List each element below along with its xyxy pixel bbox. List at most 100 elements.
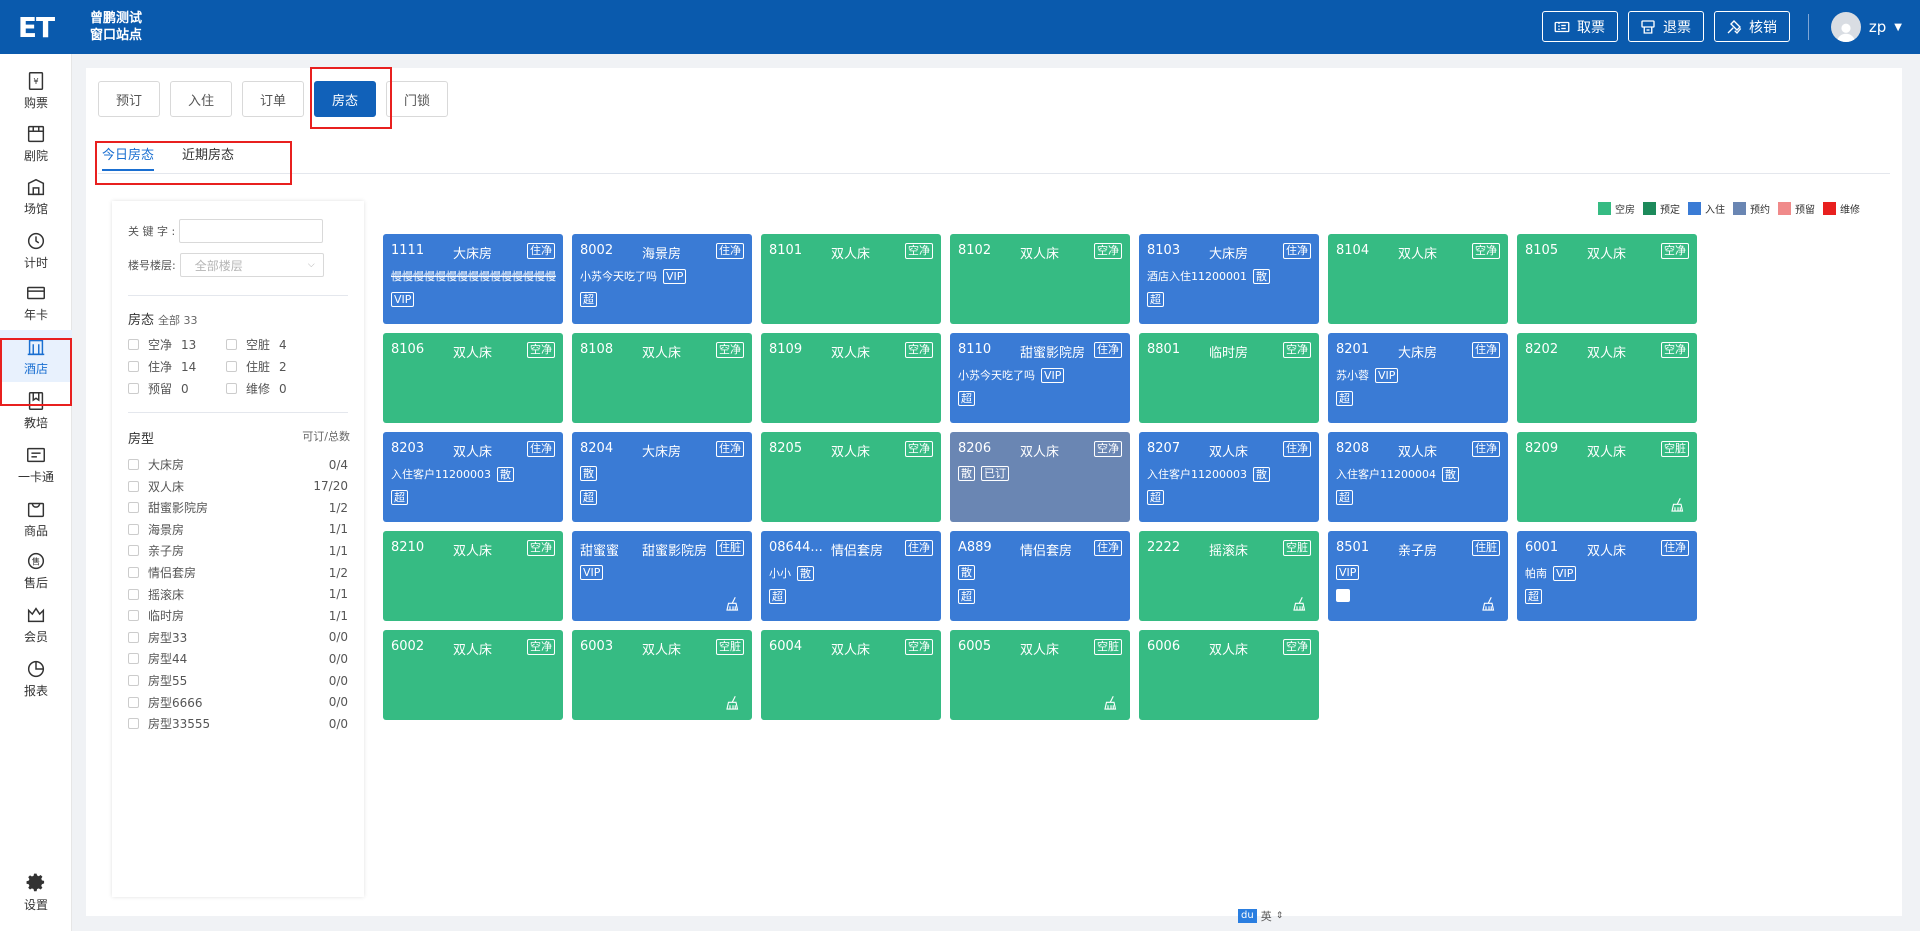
room-card[interactable]: 6001 双人床 住净 帕南 VIP 超 <box>1517 531 1697 621</box>
checkbox[interactable] <box>128 653 139 665</box>
checkbox[interactable] <box>128 675 139 686</box>
room-card[interactable]: 8204 大床房 住净散超 <box>572 432 752 522</box>
checkbox[interactable] <box>128 480 139 492</box>
verify-button[interactable]: 核销 <box>1714 11 1790 42</box>
status-reserved[interactable]: 预留 0 <box>128 380 189 397</box>
roomtype-item[interactable]: 亲子房 1/1 <box>128 542 348 559</box>
checkbox[interactable] <box>128 502 139 514</box>
keyword-input[interactable] <box>179 219 324 243</box>
room-card[interactable]: 8202 双人床 空净 <box>1517 333 1697 423</box>
checkbox[interactable] <box>128 588 139 600</box>
room-card[interactable]: 8206 双人床 空净散已订 <box>950 432 1130 522</box>
checkbox[interactable] <box>128 696 139 708</box>
sidebar-item-hotel[interactable]: 酒店 <box>0 330 72 382</box>
room-card[interactable]: 8104 双人床 空净 <box>1328 234 1508 324</box>
refund-button[interactable]: 退票 <box>1628 11 1704 42</box>
status-occupied-dirty[interactable]: 住脏 2 <box>226 358 287 375</box>
tab-orders[interactable]: 订单 <box>242 81 304 117</box>
checkbox[interactable] <box>226 339 237 350</box>
checkbox[interactable] <box>226 383 237 394</box>
room-card[interactable]: 8801 临时房 空净 <box>1139 333 1319 423</box>
checkbox[interactable] <box>128 567 139 578</box>
room-card[interactable]: 1111 大床房 住净 慢慢慢慢慢慢慢慢慢慢慢慢慢慢慢 VIP <box>383 234 563 324</box>
sidebar-item-venue[interactable]: 场馆 <box>0 170 72 222</box>
room-card[interactable]: 08644... 情侣套房 住净 小小散超 <box>761 531 941 621</box>
roomtype-item[interactable]: 房型33 0/0 <box>128 629 348 646</box>
room-card[interactable]: A889 情侣套房 住净散超 <box>950 531 1130 621</box>
user-menu[interactable]: zp ▼ <box>1830 12 1902 42</box>
roomtype-item[interactable]: 房型55 0/0 <box>128 672 348 689</box>
checkbox[interactable] <box>128 545 139 557</box>
room-card[interactable]: 8105 双人床 空净 <box>1517 234 1697 324</box>
roomtype-item[interactable]: 房型6666 0/0 <box>128 694 348 711</box>
app-logo[interactable]: ET <box>17 10 55 44</box>
tab-checkin[interactable]: 入住 <box>170 81 232 117</box>
subtab-upcoming[interactable]: 近期房态 <box>182 148 235 163</box>
ime-indicator[interactable]: du 英 ⇕ <box>1238 908 1283 924</box>
room-card[interactable]: 8109 双人床 空净 <box>761 333 941 423</box>
room-card[interactable]: 8207 双人床 住净 入住客户11200003 散超 <box>1139 432 1319 522</box>
checkbox[interactable] <box>128 631 139 643</box>
roomtype-item[interactable]: 甜蜜影院房 1/2 <box>128 499 348 516</box>
roomtype-item[interactable]: 海景房 1/1 <box>128 521 348 538</box>
sidebar-item-member[interactable]: 会员 <box>0 598 72 650</box>
room-card[interactable]: 8209 双人床 空脏 <box>1517 432 1697 522</box>
room-tag: 超 <box>1147 292 1164 307</box>
roomtype-item[interactable]: 临时房 1/1 <box>128 607 348 624</box>
room-card[interactable]: 8103 大床房 住净 酒店入住11200001 散超 <box>1139 234 1319 324</box>
checkbox[interactable] <box>128 523 139 535</box>
room-card[interactable]: 8101 双人床 空净 <box>761 234 941 324</box>
status-vacant-dirty[interactable]: 空脏 4 <box>226 336 287 353</box>
room-card[interactable]: 8208 双人床 住净 入住客户11200004 散超 <box>1328 432 1508 522</box>
sidebar-item-timer[interactable]: 计时 <box>0 224 72 276</box>
room-card[interactable]: 8102 双人床 空净 <box>950 234 1130 324</box>
sidebar-item-after-sale[interactable]: 售 售后 <box>0 544 72 596</box>
checkbox[interactable] <box>128 339 139 350</box>
roomtype-item[interactable]: 摇滚床 1/1 <box>128 586 348 603</box>
sidebar-item-goods[interactable]: 商品 <box>0 492 72 544</box>
room-card[interactable]: 6005 双人床 空脏 <box>950 630 1130 720</box>
tab-reservation[interactable]: 预订 <box>98 81 160 117</box>
room-card[interactable]: 8210 双人床 空净 <box>383 531 563 621</box>
tab-door-lock[interactable]: 门锁 <box>386 81 448 117</box>
room-card[interactable]: 6002 双人床 空净 <box>383 630 563 720</box>
checkbox[interactable] <box>226 361 237 372</box>
subtab-today[interactable]: 今日房态 <box>102 144 155 171</box>
roomtype-item[interactable]: 房型44 0/0 <box>128 650 348 667</box>
sidebar-item-education[interactable]: 教培 <box>0 384 72 436</box>
take-ticket-button[interactable]: 取票 <box>1542 11 1618 42</box>
room-card[interactable]: 2222 摇滚床 空脏 <box>1139 531 1319 621</box>
sidebar-item-ticket[interactable]: ¥ 购票 <box>0 64 72 116</box>
room-card[interactable]: 6006 双人床 空净 <box>1139 630 1319 720</box>
room-card[interactable]: 8108 双人床 空净 <box>572 333 752 423</box>
checkbox[interactable] <box>128 383 139 394</box>
room-card[interactable]: 8106 双人床 空净 <box>383 333 563 423</box>
tab-room-status[interactable]: 房态 <box>314 81 376 117</box>
room-card[interactable]: 6003 双人床 空脏 <box>572 630 752 720</box>
status-vacant-clean[interactable]: 空净 13 <box>128 336 196 353</box>
room-card[interactable]: 8002 海景房 住净 小苏今天吃了吗 VIP 超 <box>572 234 752 324</box>
status-repair[interactable]: 维修 0 <box>226 380 287 397</box>
room-card[interactable]: 8203 双人床 住净 入住客户11200003 散超 <box>383 432 563 522</box>
roomtype-item[interactable]: 情侣套房 1/2 <box>128 564 348 581</box>
room-card[interactable]: 8201 大床房 住净 苏小蓉 VIP 超 <box>1328 333 1508 423</box>
roomtype-item[interactable]: 房型33555 0/0 <box>128 715 348 732</box>
checkbox[interactable] <box>128 361 139 372</box>
sidebar-item-card[interactable]: 一卡通 <box>0 438 72 490</box>
room-card[interactable]: 8110 甜蜜影院房 住净 小苏今天吃了吗 VIP 超 <box>950 333 1130 423</box>
checkbox[interactable] <box>128 459 139 470</box>
sidebar-item-annual-card[interactable]: 年卡 <box>0 276 72 328</box>
room-card[interactable]: 6004 双人床 空净 <box>761 630 941 720</box>
floor-select[interactable]: 全部楼层 ⌵ <box>179 253 324 277</box>
room-card[interactable]: 甜蜜蜜 甜蜜影院房 住脏 VIP <box>572 531 752 621</box>
sidebar-item-settings[interactable]: 设置 <box>0 866 72 918</box>
room-card[interactable]: 8205 双人床 空净 <box>761 432 941 522</box>
checkbox[interactable] <box>128 610 139 622</box>
room-card[interactable]: 8501 亲子房 住脏 VIP <box>1328 531 1508 621</box>
roomtype-item[interactable]: 双人床 17/20 <box>128 478 348 495</box>
roomtype-item[interactable]: 大床房 0/4 <box>128 456 348 473</box>
checkbox[interactable] <box>128 718 139 730</box>
status-occupied-clean[interactable]: 住净 14 <box>128 358 196 375</box>
sidebar-item-theater[interactable]: 剧院 <box>0 117 72 169</box>
sidebar-item-report[interactable]: 报表 <box>0 652 72 704</box>
